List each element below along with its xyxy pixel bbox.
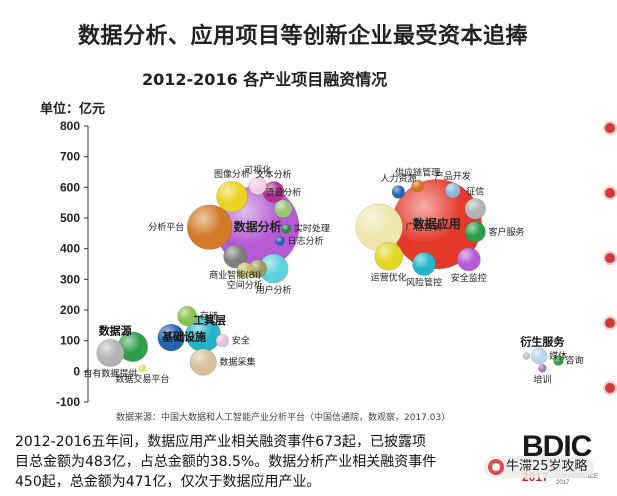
- bubble-label: 数据应用: [413, 216, 461, 231]
- chart-subtitle: 2012-2016 各产业项目融资情况: [142, 70, 388, 89]
- bubble-label: 用户分析: [256, 284, 292, 296]
- bubble-label: 商业智能(BI): [209, 269, 261, 281]
- bubble-label: 自有数据提供: [83, 368, 137, 380]
- bubble-point: [522, 352, 531, 360]
- y-tick-label: 100: [60, 334, 80, 348]
- bubble-label: 可视化: [244, 164, 271, 176]
- bubble-point: [553, 355, 564, 366]
- bubble-label: 文本分析: [256, 168, 292, 180]
- bubble-point: [177, 306, 198, 327]
- bubble-point: [530, 347, 548, 365]
- wechat-icon: [488, 459, 504, 475]
- bubble-point: [464, 221, 486, 243]
- rail-dot-icon: [605, 318, 615, 328]
- summary-line: 450起，总金额为471亿，仅次于数据应用产业。: [15, 474, 321, 490]
- main-title: 数据分析、应用项目等创新企业最受资本追捧: [78, 24, 529, 49]
- bubble-label: 语音分析: [265, 187, 301, 199]
- bubble-label: 安全: [232, 335, 250, 347]
- bubble-point: [138, 364, 147, 373]
- bubble-point: [538, 363, 547, 373]
- bubble-point: [355, 203, 403, 251]
- watermark-text: 牛滞25岁攻略: [506, 459, 588, 474]
- slide-rail: [603, 0, 617, 496]
- y-axis-ticks: -100 0 100 200 300 400 500 600 700 800: [56, 119, 88, 409]
- bubble-point: [215, 333, 230, 348]
- summary-line: 目总金额为483亿，占总金额的38.5%。数据分析产业相关融资事件: [15, 454, 437, 470]
- bubble-label: 咨询: [565, 355, 583, 367]
- bubble-label: 客户服务: [489, 226, 525, 238]
- bubble-point: [189, 348, 217, 376]
- bubble-label: 数据分析: [234, 219, 282, 234]
- rail-dot-icon: [605, 123, 615, 133]
- bubble-point: [412, 252, 436, 276]
- bubble-point: [248, 176, 267, 195]
- bubble-label: 实时处理: [294, 223, 330, 235]
- bubble-point: [273, 199, 293, 219]
- wechat-watermark: 牛滞25岁攻略: [484, 456, 594, 478]
- bubble-label: 供应链管理: [395, 167, 440, 179]
- bubble-point: [186, 204, 233, 250]
- bubble-point: [464, 197, 487, 220]
- bubble-label: 数据采集: [219, 356, 255, 368]
- bubble-point: [96, 338, 125, 367]
- bubble-label: 广告营销: [406, 221, 442, 233]
- group-label: 工具层: [193, 314, 226, 327]
- bubble-label: 数据交易平台: [115, 373, 169, 385]
- group-label: 基础设施: [161, 330, 206, 344]
- bubble-label: 存储: [200, 310, 218, 322]
- bubble-point: [444, 182, 461, 199]
- y-tick-label: 0: [73, 364, 80, 378]
- bubble-label: 空间分析: [227, 279, 263, 291]
- bubble-point: [236, 261, 253, 279]
- group-label: 数据源: [99, 324, 132, 338]
- y-tick-label: 400: [60, 242, 80, 256]
- bubble-point: [374, 242, 404, 271]
- bubble-label: 分析平台: [148, 221, 184, 233]
- bubble-label: 安全监控: [451, 272, 487, 284]
- bubble-point: [411, 179, 424, 193]
- bubble-label: 运营优化: [371, 271, 407, 283]
- y-tick-label: 500: [60, 211, 80, 225]
- bubble-point: [216, 180, 248, 213]
- group-label: 衍生服务: [519, 334, 565, 348]
- data-source: 数据来源：中国大数据和人工智能产业分析平台（中国信通院，数观察，2017.03）: [116, 413, 451, 423]
- bubble-point: [281, 223, 292, 234]
- bubble-label: 媒体: [549, 350, 567, 362]
- y-tick-label: 200: [60, 303, 80, 317]
- bubble-label: 风险管控: [406, 277, 442, 289]
- rail-dot-icon: [605, 253, 615, 263]
- summary-text: 2012-2016五年间，数据应用产业相关融资事件673起，已披露项 目总金额为…: [15, 432, 575, 492]
- bubble-label: 培训: [533, 373, 551, 385]
- y-tick-label: 700: [60, 150, 80, 164]
- bubble-label: 图像分析: [214, 168, 250, 180]
- bubble-point: [391, 185, 406, 199]
- summary-line: 2012-2016五年间，数据应用产业相关融资事件673起，已披露项: [15, 434, 427, 450]
- y-tick-label: 800: [60, 119, 80, 133]
- rail-dot-icon: [605, 383, 615, 393]
- unit-label: 单位：亿元: [40, 102, 106, 117]
- bubbles: [96, 176, 564, 376]
- bubble-point: [223, 244, 248, 269]
- bubble-label: 征信: [466, 185, 484, 197]
- bubble-label: 日志分析: [288, 235, 324, 247]
- bubble-label: 产品开发: [435, 170, 471, 182]
- bubble-point: [157, 323, 185, 352]
- bubble-point: [456, 247, 481, 272]
- y-tick-label: 300: [60, 272, 80, 286]
- bubble-point: [275, 236, 285, 246]
- y-tick-label: -100: [56, 395, 80, 409]
- rail-dot-icon: [605, 188, 615, 198]
- bubble-label: 人力资源: [380, 173, 416, 185]
- y-tick-label: 600: [60, 180, 80, 194]
